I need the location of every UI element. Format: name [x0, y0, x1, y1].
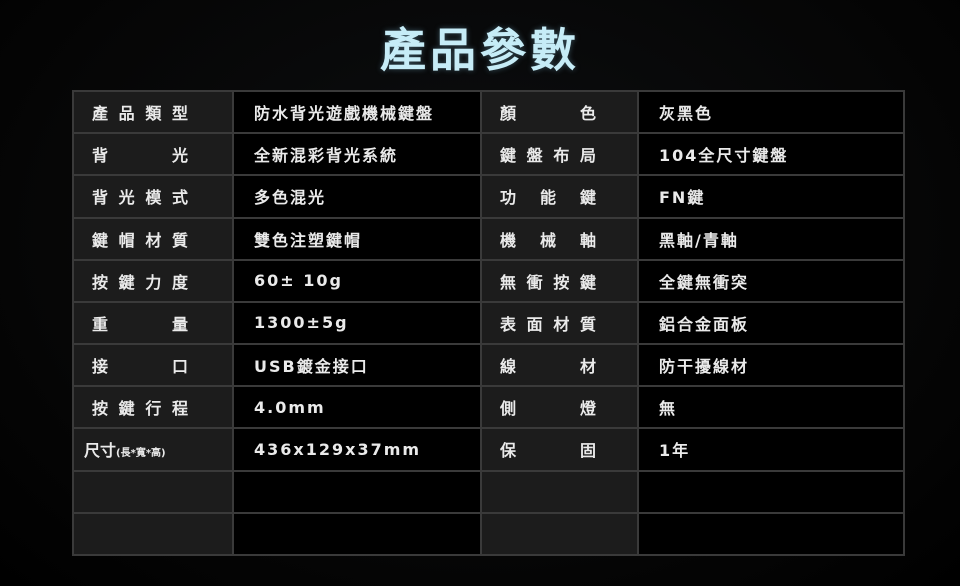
table-row: 尺寸(長*寬*高) 436x129x37mm 保固 1年	[72, 427, 905, 472]
spec-label: 尺寸(長*寬*高)	[84, 437, 204, 461]
spec-value: 雙色注塑鍵帽	[232, 216, 482, 261]
table-row: 鍵帽材質 雙色注塑鍵帽 機械軸 黑軸/青軸	[72, 216, 905, 261]
spec-label-cell: 背光	[72, 132, 234, 177]
spec-label-text: 尺寸	[84, 441, 117, 461]
spec-label-cell: 側燈	[480, 385, 639, 430]
empty-cell	[480, 469, 639, 514]
empty-table-row	[72, 511, 905, 557]
spec-label-text: 產品類型	[92, 104, 188, 124]
empty-cell	[72, 511, 234, 557]
spec-label: 表面材質	[500, 314, 596, 334]
empty-cell	[232, 511, 482, 557]
empty-cell	[480, 511, 639, 557]
empty-table-row	[72, 469, 905, 514]
spec-label-cell: 保固	[480, 427, 639, 472]
spec-label-text: 按鍵行程	[92, 399, 188, 419]
spec-label: 背光模式	[92, 184, 188, 208]
spec-label: 鍵盤布局	[500, 146, 596, 166]
spec-value: 1300±5g	[232, 300, 482, 346]
table-row: 背光模式 多色混光 功能鍵 FN鍵	[72, 174, 905, 219]
spec-table: 產品類型 防水背光遊戲機械鍵盤 顏色 灰黑色 背光 全新混彩背光系統 鍵盤布局 …	[72, 89, 905, 557]
spec-label-cell: 背光模式	[72, 174, 234, 219]
spec-value: 60± 10g	[232, 258, 482, 303]
table-row: 背光 全新混彩背光系統 鍵盤布局 104全尺寸鍵盤	[72, 132, 905, 177]
spec-value: 4.0mm	[232, 385, 482, 430]
spec-label-cell: 按鍵力度	[72, 258, 234, 303]
spec-label-cell: 按鍵行程	[72, 385, 234, 430]
page-title: 產品參數	[380, 23, 580, 77]
spec-label: 機械軸	[500, 230, 596, 250]
spec-label: 無衝按鍵	[500, 272, 596, 292]
empty-cell	[637, 469, 905, 514]
empty-cell	[72, 469, 234, 514]
spec-label-text: 重量	[92, 314, 188, 334]
spec-value: 436x129x37mm	[232, 427, 482, 472]
spec-value: 無	[637, 385, 905, 430]
spec-value: 防干擾線材	[637, 343, 905, 388]
spec-value: 灰黑色	[637, 89, 905, 135]
spec-value: 鋁合金面板	[637, 300, 905, 346]
spec-label: 鍵帽材質	[92, 227, 188, 251]
empty-cell	[232, 469, 482, 514]
spec-value: 防水背光遊戲機械鍵盤	[232, 89, 482, 135]
spec-value: USB鍍金接口	[232, 343, 482, 388]
table-row: 按鍵力度 60± 10g 無衝按鍵 全鍵無衝突	[72, 258, 905, 303]
spec-label-cell: 無衝按鍵	[480, 258, 639, 303]
spec-label-cell: 機械軸	[480, 216, 639, 261]
spec-label: 重量	[92, 311, 188, 335]
spec-label-cell: 功能鍵	[480, 174, 639, 219]
spec-label: 按鍵行程	[92, 395, 188, 419]
spec-label-cell: 表面材質	[480, 300, 639, 346]
spec-label: 接口	[92, 353, 188, 377]
table-row: 接口 USB鍍金接口 線材 防干擾線材	[72, 343, 905, 388]
spec-label: 側燈	[500, 399, 596, 419]
table-row: 重量 1300±5g 表面材質 鋁合金面板	[72, 300, 905, 346]
spec-value: FN鍵	[637, 174, 905, 219]
spec-label-text: 按鍵力度	[92, 272, 188, 292]
empty-cell	[637, 511, 905, 557]
spec-label-cell: 顏色	[480, 89, 639, 135]
spec-label-cell: 鍵盤布局	[480, 132, 639, 177]
spec-label-cell: 產品類型	[72, 89, 234, 135]
spec-value: 黑軸/青軸	[637, 216, 905, 261]
spec-value: 全新混彩背光系統	[232, 132, 482, 177]
spec-label-cell: 尺寸(長*寬*高)	[72, 427, 234, 472]
spec-label: 產品類型	[92, 100, 188, 124]
spec-label-text: 鍵帽材質	[92, 230, 188, 250]
spec-label-text: 接口	[92, 357, 188, 377]
spec-label-cell: 接口	[72, 343, 234, 388]
table-row: 按鍵行程 4.0mm 側燈 無	[72, 385, 905, 430]
spec-label-cell: 線材	[480, 343, 639, 388]
spec-label: 背光	[92, 142, 188, 166]
spec-value: 104全尺寸鍵盤	[637, 132, 905, 177]
spec-label-text: 背光	[92, 146, 188, 166]
spec-value: 全鍵無衝突	[637, 258, 905, 303]
spec-label: 線材	[500, 357, 596, 377]
table-row: 產品類型 防水背光遊戲機械鍵盤 顏色 灰黑色	[72, 89, 905, 135]
spec-label-cell: 重量	[72, 300, 234, 346]
spec-label: 功能鍵	[500, 188, 596, 208]
spec-label: 按鍵力度	[92, 269, 188, 293]
spec-value: 1年	[637, 427, 905, 472]
spec-label-cell: 鍵帽材質	[72, 216, 234, 261]
spec-label: 保固	[500, 441, 596, 461]
spec-label-subtext: (長*寬*高)	[116, 448, 166, 460]
spec-value: 多色混光	[232, 174, 482, 219]
spec-label: 顏色	[500, 104, 596, 124]
spec-label-text: 背光模式	[92, 188, 188, 208]
